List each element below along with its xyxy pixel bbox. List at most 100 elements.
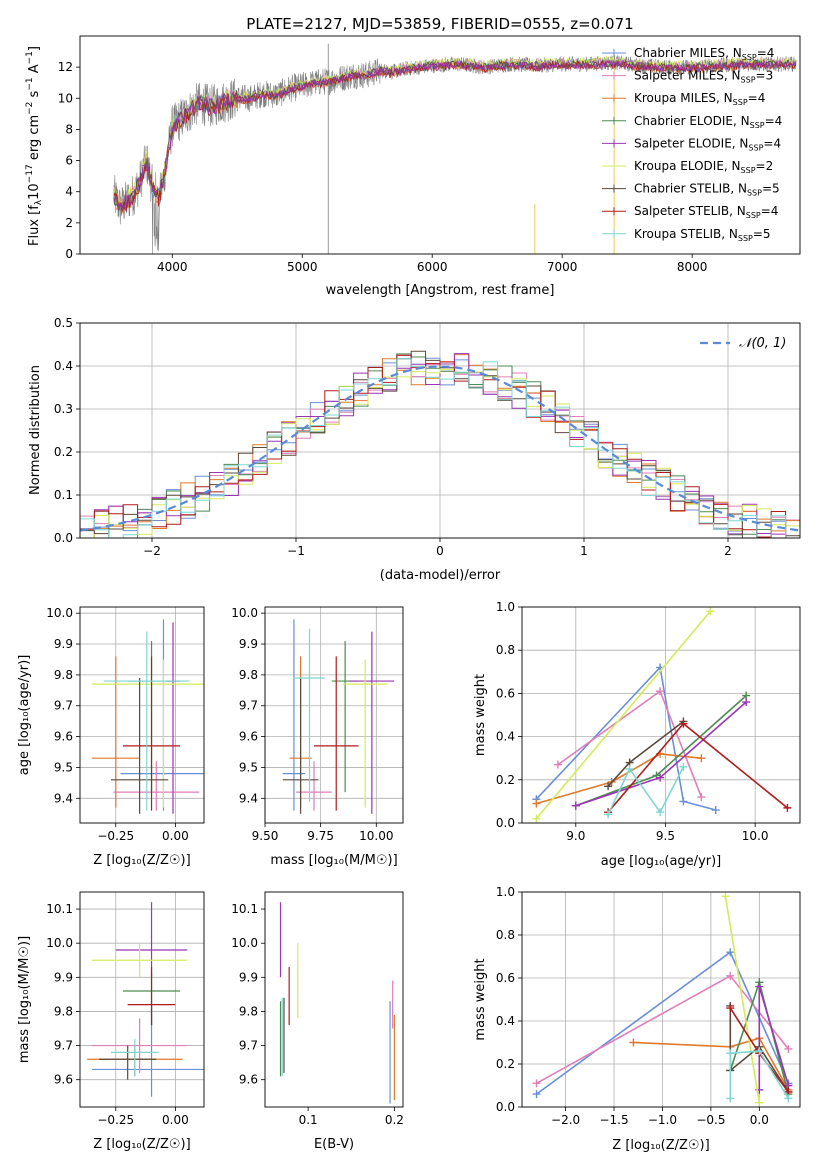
spectrum-xtick-label: 8000 bbox=[677, 260, 708, 274]
mass_weight_vs_age-ytick-label: 0.4 bbox=[496, 730, 515, 744]
mass_vs_Z-ytick-label: 10.1 bbox=[46, 902, 73, 916]
mass_weight_vs_Z-marker bbox=[726, 1094, 735, 1103]
mass_vs_ebv-ytick-label: 9.9 bbox=[239, 970, 258, 984]
age_vs_mass-axes: 9.50 9.75 10.00 9.4 9.5 9.6 9.7 9.8 9.9 10.0 bbox=[231, 606, 403, 843]
mass_weight_vs_age-marker bbox=[679, 719, 688, 728]
mass_weight_vs_Z-ytick-label: 1.0 bbox=[496, 885, 515, 899]
legend-entry: Chabrier MILES, NSSP=4 bbox=[634, 46, 774, 62]
mass_weight_vs_age-ytick-label: 0.0 bbox=[496, 816, 515, 830]
age_vs_Z-ytick-label: 10.0 bbox=[46, 606, 73, 620]
age_vs_mass-xtick-label: 9.75 bbox=[307, 829, 334, 843]
mass_weight_vs_Z-marker bbox=[726, 971, 735, 980]
spectrum-ytick-label: 6 bbox=[65, 154, 73, 168]
age_vs_Z-ylabel: age [log₁₀(age/yr)] bbox=[17, 655, 32, 776]
age_vs_Z-ytick-label: 9.5 bbox=[54, 760, 73, 774]
spectrum-ylabel: Flux [fλ10−17 erg cm−2 s−1 A−1] bbox=[25, 46, 44, 246]
mass_weight_vs_Z-series-6 bbox=[729, 1006, 790, 1093]
mass_vs_ebv-frame bbox=[264, 891, 404, 1108]
spectrum-xtick-label: 5000 bbox=[287, 260, 318, 274]
mass_weight_vs_Z-series-8 bbox=[729, 1050, 790, 1099]
mass_weight_vs_age-marker bbox=[656, 808, 665, 817]
mass_weight_vs_Z-ytick-label: 0.2 bbox=[496, 1057, 515, 1071]
mass_weight_vs_Z-xtick-label: −2.0 bbox=[551, 1113, 580, 1127]
mass_weight_vs_Z-marker bbox=[532, 1079, 541, 1088]
mass_weight_vs_age-ytick-label: 0.2 bbox=[496, 773, 515, 787]
mass_vs_Z-xlabel: Z [log₁₀(Z/Z☉)] bbox=[93, 1137, 190, 1152]
mass_weight_vs_Z-ytick-label: 0.6 bbox=[496, 971, 515, 985]
mass_weight_vs_age-marker bbox=[656, 773, 665, 782]
mass_weight_vs_age-marker bbox=[697, 754, 706, 763]
mass_vs_Z-ytick-label: 9.9 bbox=[54, 970, 73, 984]
residuals-ytick-label: 0.2 bbox=[54, 445, 73, 459]
residuals-ytick-label: 0.1 bbox=[54, 488, 73, 502]
spectrum-ytick-label: 8 bbox=[65, 122, 73, 136]
legend-entry: Kroupa ELODIE, NSSP=2 bbox=[634, 159, 773, 175]
mass_weight_vs_Z-marker bbox=[629, 1038, 638, 1047]
mass_weight_vs_Z-series-5 bbox=[724, 896, 761, 1103]
mass_weight_vs_Z-marker bbox=[721, 892, 730, 901]
mass_weight_vs_Z-xlabel: Z [log₁₀(Z/Z☉)] bbox=[612, 1138, 709, 1153]
mass_vs_ebv-ytick-label: 9.6 bbox=[239, 1073, 258, 1087]
mass_weight_vs_age-series-2 bbox=[536, 753, 702, 805]
spectrum-ytick-label: 4 bbox=[65, 185, 73, 199]
mass_vs_Z-ylabel: mass [log₁₀(M/M☉)] bbox=[17, 936, 32, 1063]
mass_vs_Z-xtick-label: −0.25 bbox=[97, 1113, 134, 1127]
age_vs_mass-xtick-label: 10.00 bbox=[359, 829, 393, 843]
mass_vs_ebv-xtick-label: 0.1 bbox=[299, 1113, 318, 1127]
mass_weight_vs_age-xtick-label: 10.0 bbox=[742, 829, 769, 843]
age_vs_Z-xtick-label: 0.00 bbox=[162, 829, 189, 843]
age_vs_Z-ytick-label: 9.8 bbox=[54, 668, 73, 682]
spectrum-observed-data bbox=[113, 55, 797, 254]
mass_weight_vs_age-marker bbox=[604, 782, 613, 791]
residuals-axes: −2 −1 0 1 2 0.0 0.1 0.2 0.3 0.4 0.5 bbox=[54, 316, 800, 558]
residuals-xtick-label: −1 bbox=[287, 544, 305, 558]
mass_weight_vs_age-ytick-label: 1.0 bbox=[496, 600, 515, 614]
age_vs_Z-xlabel: Z [log₁₀(Z/Z☉)] bbox=[93, 853, 190, 868]
age_vs_Z-ytick-label: 9.9 bbox=[54, 637, 73, 651]
mass_weight_vs_age-ytick-label: 0.6 bbox=[496, 686, 515, 700]
legend-entry: Salpeter MILES, NSSP=3 bbox=[634, 69, 773, 85]
age_vs_Z-frame bbox=[79, 606, 205, 824]
mass_weight_vs_Z-marker bbox=[726, 1004, 735, 1013]
mass_weight_vs_Z-marker bbox=[784, 1094, 793, 1103]
residuals-frame bbox=[79, 322, 801, 539]
legend-entry: Chabrier ELODIE, NSSP=4 bbox=[634, 114, 782, 130]
residuals-ytick-label: 0.5 bbox=[54, 316, 73, 330]
legend-entry: Chabrier STELIB, NSSP=5 bbox=[634, 182, 780, 198]
mass_weight_vs_Z-series-2 bbox=[633, 1037, 790, 1091]
mass_weight_vs_age-series-0 bbox=[535, 665, 716, 811]
residuals-xtick-label: 2 bbox=[724, 544, 732, 558]
mass_weight_vs_Z-xtick-label: −0.5 bbox=[696, 1113, 725, 1127]
residual-histogram-7 bbox=[80, 354, 800, 538]
mass_vs_ebv-ytick-label: 10.1 bbox=[231, 902, 258, 916]
mass_weight_vs_age-marker bbox=[604, 810, 613, 819]
age_vs_mass-frame bbox=[264, 606, 404, 824]
mass_weight_vs_Z-marker bbox=[784, 1044, 793, 1053]
mass_weight_vs_Z-marker bbox=[755, 1098, 764, 1107]
legend-entry: Kroupa STELIB, NSSP=5 bbox=[634, 227, 771, 243]
spectrum-legend: Chabrier MILES, NSSP=4 Salpeter MILES, NS… bbox=[602, 46, 782, 243]
residuals-xlabel: (data-model)/error bbox=[380, 568, 501, 583]
normal-curve bbox=[80, 365, 800, 532]
mass_vs_ebv-ytick-label: 10.0 bbox=[231, 936, 258, 950]
age_vs_mass-ytick-label: 9.5 bbox=[239, 760, 258, 774]
legend-entry: Salpeter ELODIE, NSSP=4 bbox=[634, 136, 781, 152]
mass_vs_Z-xtick-label: 0.00 bbox=[162, 1113, 189, 1127]
spectrum-ytick-label: 10 bbox=[58, 91, 73, 105]
residuals-ytick-label: 0.0 bbox=[54, 531, 73, 545]
mass_weight_vs_age-series-6 bbox=[607, 720, 684, 787]
spectrum-model-4 bbox=[113, 59, 797, 211]
spectrum-frame bbox=[79, 35, 801, 255]
mass_weight_vs_Z-marker bbox=[726, 1049, 735, 1058]
legend-entry: Salpeter STELIB, NSSP=4 bbox=[634, 204, 778, 220]
mass_weight_vs_age-marker bbox=[706, 607, 715, 616]
age_vs_Z-ytick-label: 9.4 bbox=[54, 791, 73, 805]
spectrum-axes: 4000 5000 6000 7000 8000 0 2 4 6 8 10 12 bbox=[58, 60, 708, 274]
age_vs_Z-ytick-label: 9.7 bbox=[54, 699, 73, 713]
mass_vs_ebv-ytick-label: 9.8 bbox=[239, 1004, 258, 1018]
mass_weight_vs_age-xtick-label: 9.5 bbox=[656, 829, 675, 843]
figure-title: PLATE=2127, MJD=53859, FIBERID=0555, z=0… bbox=[246, 15, 633, 33]
age_vs_mass-xtick-label: 9.50 bbox=[252, 829, 279, 843]
mass_weight_vs_age-series-5 bbox=[535, 610, 711, 820]
mass_weight_vs_age-marker bbox=[711, 806, 720, 815]
